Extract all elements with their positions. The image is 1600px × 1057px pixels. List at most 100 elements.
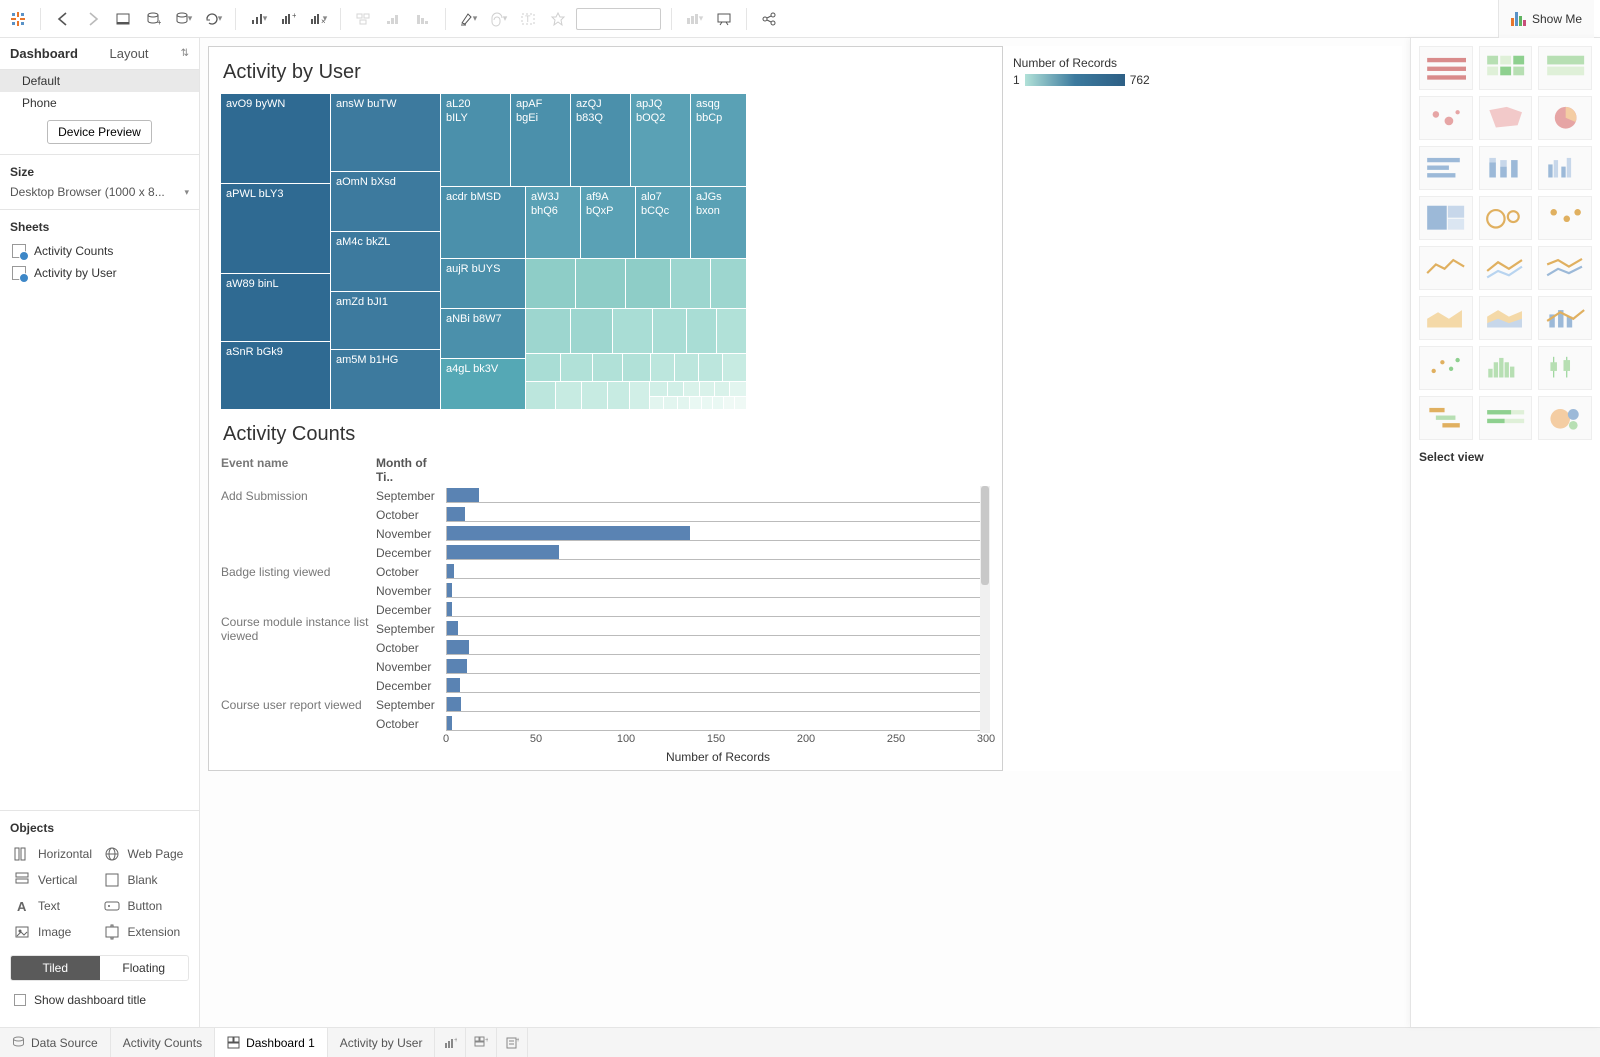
treemap-cell[interactable] (713, 397, 724, 409)
treemap-cell[interactable] (623, 354, 651, 382)
sort-desc-icon[interactable] (411, 7, 435, 31)
bar-row[interactable]: October (221, 505, 980, 524)
floating-button[interactable]: Floating (100, 956, 189, 980)
object-text[interactable]: AText (10, 893, 100, 919)
showme-circle-views[interactable] (1479, 196, 1533, 240)
showme-heat-map[interactable] (1479, 46, 1533, 90)
treemap-cell[interactable] (653, 309, 687, 354)
share-icon[interactable] (757, 7, 781, 31)
showme-symbol-map[interactable] (1419, 96, 1473, 140)
bars-chart[interactable]: Add SubmissionSeptemberOctoberNovemberDe… (221, 486, 980, 733)
showme-hbar[interactable] (1419, 146, 1473, 190)
showme-side-bar[interactable] (1538, 146, 1592, 190)
logo-icon[interactable] (6, 7, 30, 31)
presentation-icon[interactable] (712, 7, 736, 31)
treemap-cell[interactable] (702, 397, 713, 409)
show-title-toggle[interactable]: Show dashboard title (10, 981, 189, 1017)
bar-row[interactable]: November (221, 581, 980, 600)
treemap-cell[interactable] (630, 382, 650, 409)
new-story-button[interactable]: + (497, 1028, 528, 1057)
treemap-cell[interactable] (668, 382, 684, 397)
treemap-cell[interactable]: a4gL bk3V (441, 359, 526, 409)
treemap-cell[interactable] (690, 397, 702, 409)
device-default[interactable]: Default (0, 70, 199, 92)
treemap-cell[interactable] (715, 382, 730, 397)
treemap-cell[interactable]: amZd bJI1 (331, 292, 441, 350)
size-dropdown[interactable]: Desktop Browser (1000 x 8...▾ (10, 185, 189, 199)
clear-icon[interactable]: ×▾ (306, 7, 330, 31)
treemap-cell[interactable]: asqgbbCp (691, 94, 746, 187)
object-horizontal[interactable]: Horizontal (10, 841, 100, 867)
pause-updates-icon[interactable]: ▾ (171, 7, 195, 31)
treemap-cell[interactable]: aW89 binL (221, 274, 331, 342)
bar-row[interactable]: November (221, 657, 980, 676)
highlight-icon[interactable]: ▾ (456, 7, 480, 31)
treemap-cell[interactable]: aW3JbhQ6 (526, 187, 581, 259)
showme-bullet[interactable] (1479, 396, 1533, 440)
tab-activity-by-user[interactable]: Activity by User (328, 1028, 436, 1057)
treemap-cell[interactable]: apAFbgEi (511, 94, 571, 187)
treemap-cell[interactable] (671, 259, 711, 309)
treemap-cell[interactable] (561, 354, 593, 382)
attach-icon[interactable]: ▾ (486, 7, 510, 31)
group-icon[interactable] (351, 7, 375, 31)
treemap-cell[interactable]: aJGsbxon (691, 187, 746, 259)
tab-activity-counts[interactable]: Activity Counts (111, 1028, 215, 1057)
sort-asc-icon[interactable] (381, 7, 405, 31)
sheet-activity-counts[interactable]: Activity Counts (10, 240, 189, 262)
treemap-cell[interactable]: avO9 byWN (221, 94, 331, 184)
treemap-cell[interactable]: aM4c bkZL (331, 232, 441, 292)
treemap-cell[interactable] (664, 397, 678, 409)
sheet-activity-by-user[interactable]: Activity by User (10, 262, 189, 284)
showme-stacked-bar[interactable] (1479, 146, 1533, 190)
showme-line-cont[interactable] (1419, 246, 1473, 290)
treemap-cell[interactable]: aPWL bLY3 (221, 184, 331, 274)
text-label-icon[interactable]: T (516, 7, 540, 31)
showme-side-circle[interactable] (1538, 196, 1592, 240)
bar-row[interactable]: November (221, 524, 980, 543)
forward-icon[interactable] (81, 7, 105, 31)
new-sheet-button[interactable]: + (435, 1028, 466, 1057)
treemap-cell[interactable] (711, 259, 746, 309)
treemap-cell[interactable] (675, 354, 699, 382)
bar-row[interactable]: Add SubmissionSeptember (221, 486, 980, 505)
treemap-cell[interactable]: aNBi b8W7 (441, 309, 526, 359)
object-extension[interactable]: Extension (100, 919, 190, 945)
showme-histogram[interactable] (1479, 346, 1533, 390)
treemap-cell[interactable] (608, 382, 630, 409)
treemap-cell[interactable] (687, 309, 717, 354)
treemap-cell[interactable] (526, 354, 561, 382)
bars-scrollbar[interactable] (980, 486, 990, 733)
bar-row[interactable]: Course module instance list viewedSeptem… (221, 619, 980, 638)
bar-row[interactable]: Course user report viewedSeptember (221, 695, 980, 714)
treemap-cell[interactable] (576, 259, 626, 309)
highlight-input[interactable] (576, 8, 661, 30)
showme-text-table[interactable] (1419, 46, 1473, 90)
treemap-cell[interactable] (724, 397, 735, 409)
treemap-cell[interactable]: azQJb83Q (571, 94, 631, 187)
treemap-cell[interactable]: af9AbQxP (581, 187, 636, 259)
treemap-chart[interactable]: avO9 byWNaPWL bLY3aW89 binLaSnR bGk9ansW… (221, 94, 746, 409)
treemap-cell[interactable] (723, 354, 746, 382)
treemap-cell[interactable] (650, 397, 664, 409)
showme-highlight-table[interactable] (1538, 46, 1592, 90)
treemap-cell[interactable] (526, 382, 556, 409)
treemap-cell[interactable] (684, 382, 700, 397)
save-icon[interactable] (111, 7, 135, 31)
fit-icon[interactable]: ▾ (682, 7, 706, 31)
treemap-cell[interactable] (526, 309, 571, 354)
showme-gantt[interactable] (1419, 396, 1473, 440)
treemap-cell[interactable] (613, 309, 653, 354)
treemap-cell[interactable] (700, 382, 715, 397)
treemap-cell[interactable] (582, 382, 608, 409)
refresh-icon[interactable]: ▾ (201, 7, 225, 31)
swap-icon[interactable]: ▾ (246, 7, 270, 31)
treemap-cell[interactable]: ansW buTW (331, 94, 441, 172)
showme-line-disc[interactable] (1479, 246, 1533, 290)
device-phone[interactable]: Phone (0, 92, 199, 114)
object-vertical[interactable]: Vertical (10, 867, 100, 893)
data-source-tab[interactable]: Data Source (0, 1028, 111, 1057)
bar-row[interactable]: October (221, 714, 980, 733)
new-worksheet-icon[interactable]: + (276, 7, 300, 31)
treemap-cell[interactable]: apJQbOQ2 (631, 94, 691, 187)
